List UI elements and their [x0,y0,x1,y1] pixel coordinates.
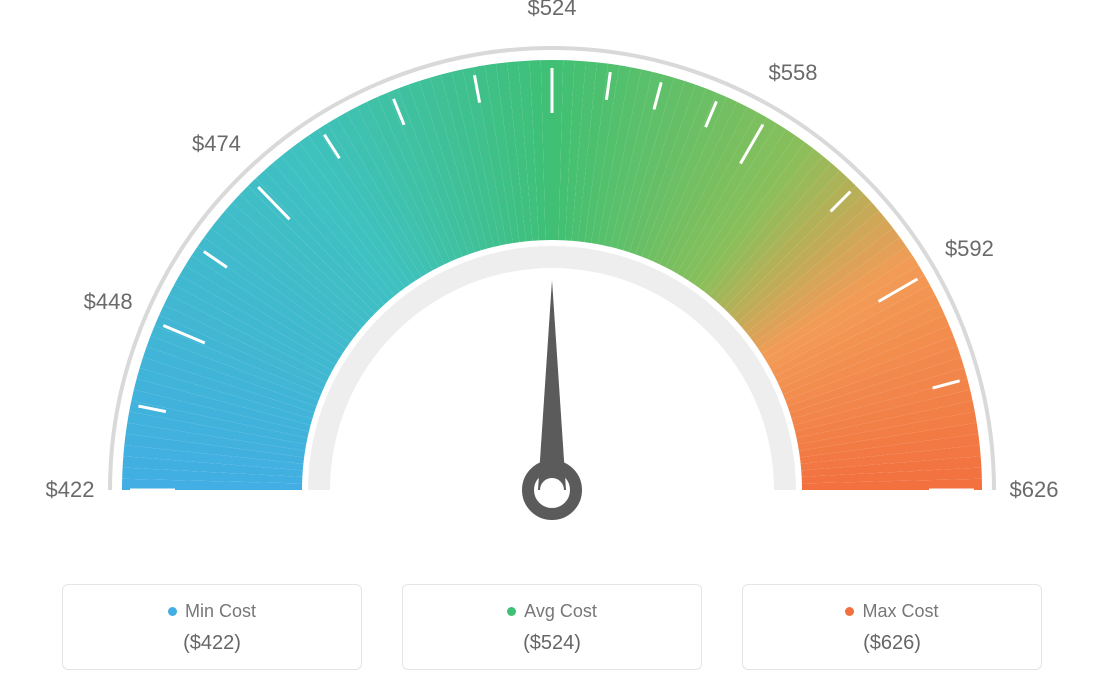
legend-label-min: Min Cost [185,601,256,622]
legend-label-avg: Avg Cost [524,601,597,622]
legend-card-max: Max Cost ($626) [742,584,1042,670]
legend-row: Min Cost ($422) Avg Cost ($524) Max Cost… [0,584,1104,670]
legend-value-max: ($626) [753,632,1031,655]
legend-card-avg: Avg Cost ($524) [402,584,702,670]
legend-title-min: Min Cost [168,601,256,622]
gauge-tick-label: $626 [1010,477,1059,503]
legend-title-max: Max Cost [845,601,938,622]
gauge-tick-label: $524 [528,0,577,21]
gauge-tick-label: $474 [192,131,241,157]
gauge-tick-label: $448 [84,289,133,315]
legend-value-avg: ($524) [413,632,691,655]
legend-dot-avg [507,607,516,616]
legend-title-avg: Avg Cost [507,601,597,622]
gauge-tick-label: $592 [945,236,994,262]
legend-dot-min [168,607,177,616]
legend-value-min: ($422) [73,632,351,655]
gauge-svg [0,0,1104,560]
legend-label-max: Max Cost [862,601,938,622]
legend-card-min: Min Cost ($422) [62,584,362,670]
gauge-tick-label: $558 [769,60,818,86]
legend-dot-max [845,607,854,616]
gauge-chart: $422 $448 $474 $524 $558 $592 $626 [0,0,1104,560]
gauge-tick-label: $422 [46,477,95,503]
